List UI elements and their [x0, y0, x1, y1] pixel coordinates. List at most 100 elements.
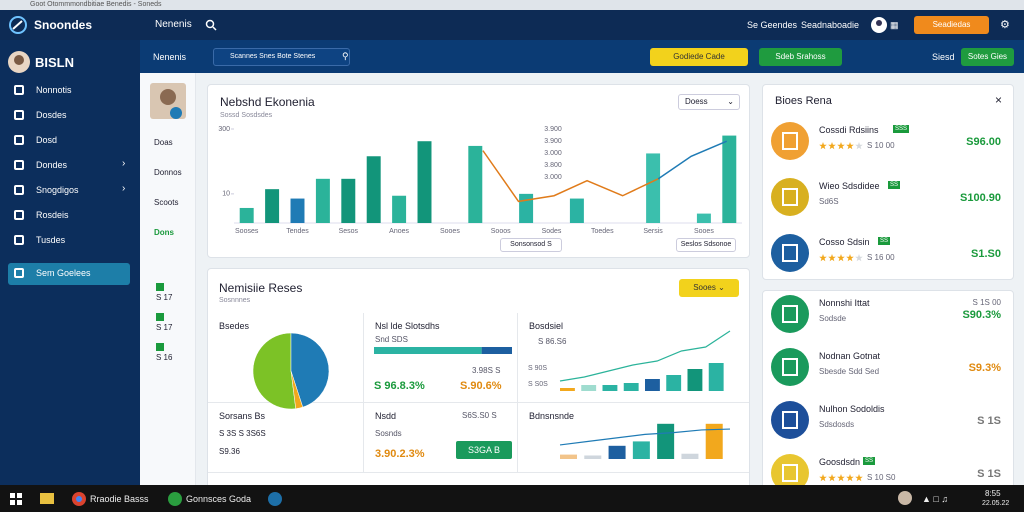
order-button[interactable]: S3GA B — [456, 441, 512, 459]
x-tick-label: Sooes — [440, 228, 460, 235]
search-icon[interactable] — [205, 19, 217, 31]
toolbar-title: Nenenis — [153, 52, 187, 62]
brand-avatar — [8, 51, 30, 73]
bar — [645, 379, 660, 391]
header-link[interactable]: ▦ — [890, 20, 899, 30]
search-placeholder: Scannes Snes Bote Stenes — [230, 53, 316, 60]
icon-circle — [771, 401, 809, 439]
secondary-item[interactable]: Donnos — [154, 168, 182, 177]
secondary-item[interactable]: Scoots — [154, 198, 179, 207]
item-name: Nulhon Sodoldis — [819, 404, 885, 414]
folder-icon[interactable] — [40, 493, 54, 505]
rating — [819, 254, 863, 262]
star — [828, 474, 836, 482]
cell-title: Nsl lde Slotsdhs — [375, 321, 440, 331]
split-cell: Nsl lde Slotsdhs Snd SDS 3.98S S S 96.8.3% S… — [364, 313, 518, 403]
header-link[interactable]: Seadnaboadie — [801, 20, 860, 30]
nav-link[interactable]: Nenenis — [155, 19, 192, 30]
toolbar-link[interactable]: Siesd — [932, 52, 955, 62]
bar — [560, 454, 577, 459]
app-icon[interactable] — [268, 492, 282, 506]
search-box[interactable]: Scannes Snes Bote Stenes — [213, 48, 350, 66]
bar — [623, 383, 639, 391]
secondary-nav: Doas Donnos Scoots Dons S 17 S 17 S 16 — [140, 73, 196, 485]
header-button[interactable]: Seadiedas — [914, 16, 989, 34]
filter-pill[interactable]: Sonsonsod S — [500, 238, 562, 252]
menu-icon[interactable] — [14, 210, 24, 220]
icon-glyph — [782, 244, 798, 262]
menu-icon[interactable] — [14, 185, 24, 195]
dropdown[interactable]: Doess ⌄ — [678, 94, 740, 110]
star — [855, 474, 863, 482]
bar — [468, 145, 483, 223]
split-bar — [481, 347, 512, 354]
dropdown-label: Doess — [685, 97, 708, 106]
annotation: S 90S — [528, 365, 548, 372]
menu-icon[interactable] — [14, 135, 24, 145]
line-series — [482, 150, 659, 203]
button-label: Sooes — [693, 283, 716, 292]
cell-label: Sosnds — [375, 429, 402, 438]
icon-circle — [771, 234, 809, 272]
user-icon[interactable] — [898, 491, 912, 505]
menu-item[interactable]: Tusdes — [36, 235, 66, 245]
search-icon[interactable]: ⚲ — [342, 51, 349, 61]
stat-icon — [156, 313, 164, 321]
chevron: ⌄ — [727, 97, 734, 106]
bar — [632, 441, 650, 459]
settings-icon[interactable]: ⚙ — [1000, 19, 1010, 31]
bar — [315, 178, 330, 223]
menu-item[interactable]: Rosdeis — [36, 210, 69, 220]
toolbar: Nenenis Scannes Snes Bote Stenes ⚲ Godie… — [140, 40, 1024, 73]
filter-pill[interactable]: Seslos Sdsonoe — [676, 238, 736, 252]
logo[interactable]: Snoondes — [34, 18, 93, 32]
taskbar-app[interactable]: Gonnsces Goda — [186, 494, 252, 504]
bar — [239, 207, 254, 223]
menu-item[interactable]: Snogdigos — [36, 185, 79, 195]
report-button[interactable]: Sooes ⌄ — [679, 279, 739, 297]
toolbar-button[interactable]: Sdeb Srahoss — [759, 48, 842, 66]
icon-glyph — [782, 411, 798, 429]
submenu-arrow[interactable]: › — [122, 158, 126, 169]
logo-icon — [9, 16, 27, 34]
submenu-arrow[interactable]: › — [122, 183, 126, 194]
bar — [392, 195, 407, 223]
card-title: Bioes Rena — [775, 95, 832, 107]
menu-icon[interactable] — [14, 110, 24, 120]
menu-item[interactable]: Dondes — [36, 160, 68, 170]
x-tick-label: Sesos — [339, 228, 359, 235]
menu-item[interactable]: Dosdes — [36, 110, 67, 120]
avatar[interactable] — [871, 17, 887, 33]
toolbar-button[interactable]: Sotes Gies — [961, 48, 1014, 66]
menu-icon[interactable] — [14, 160, 24, 170]
chart — [252, 332, 330, 410]
secondary-item[interactable]: Dons — [154, 228, 174, 237]
header-link[interactable]: Se Geendes — [747, 20, 798, 30]
app-icon[interactable] — [168, 492, 182, 506]
card-subtitle: Sossd Sosdsdes — [220, 112, 273, 119]
annotation: 3.900 — [544, 138, 562, 145]
item-price: S96.00 — [966, 136, 1001, 148]
menu-item[interactable]: Sem Goelees — [36, 268, 91, 278]
menu-icon[interactable] — [14, 268, 24, 278]
start-button[interactable] — [10, 493, 22, 505]
secondary-item[interactable]: Doas — [154, 138, 173, 147]
toolbar-button[interactable]: Godiede Cade — [650, 48, 748, 66]
item-icon — [771, 348, 809, 386]
cell-note: S9.36 — [219, 447, 240, 456]
stat-value: S 16 — [156, 353, 173, 362]
item-icon — [771, 295, 809, 333]
active-highlight — [8, 263, 130, 285]
cell-total: 3.90.2.3% — [375, 448, 425, 460]
close-button[interactable]: × — [995, 93, 1003, 107]
taskbar-app[interactable]: Rraodie Basss — [90, 494, 149, 504]
menu-item[interactable]: Dosd — [36, 135, 58, 145]
item-price: S 1S — [977, 415, 1001, 427]
browser-icon[interactable] — [72, 492, 86, 506]
main: Nebshd Ekonenia Sossd Sosdsdes Doess ⌄ 30… — [196, 73, 1024, 485]
pie-slice — [290, 370, 304, 409]
menu-item[interactable]: Nonnotis — [36, 85, 72, 95]
menu-icon[interactable] — [14, 85, 24, 95]
menu-icon[interactable] — [14, 235, 24, 245]
item-badge: SS — [878, 237, 891, 245]
